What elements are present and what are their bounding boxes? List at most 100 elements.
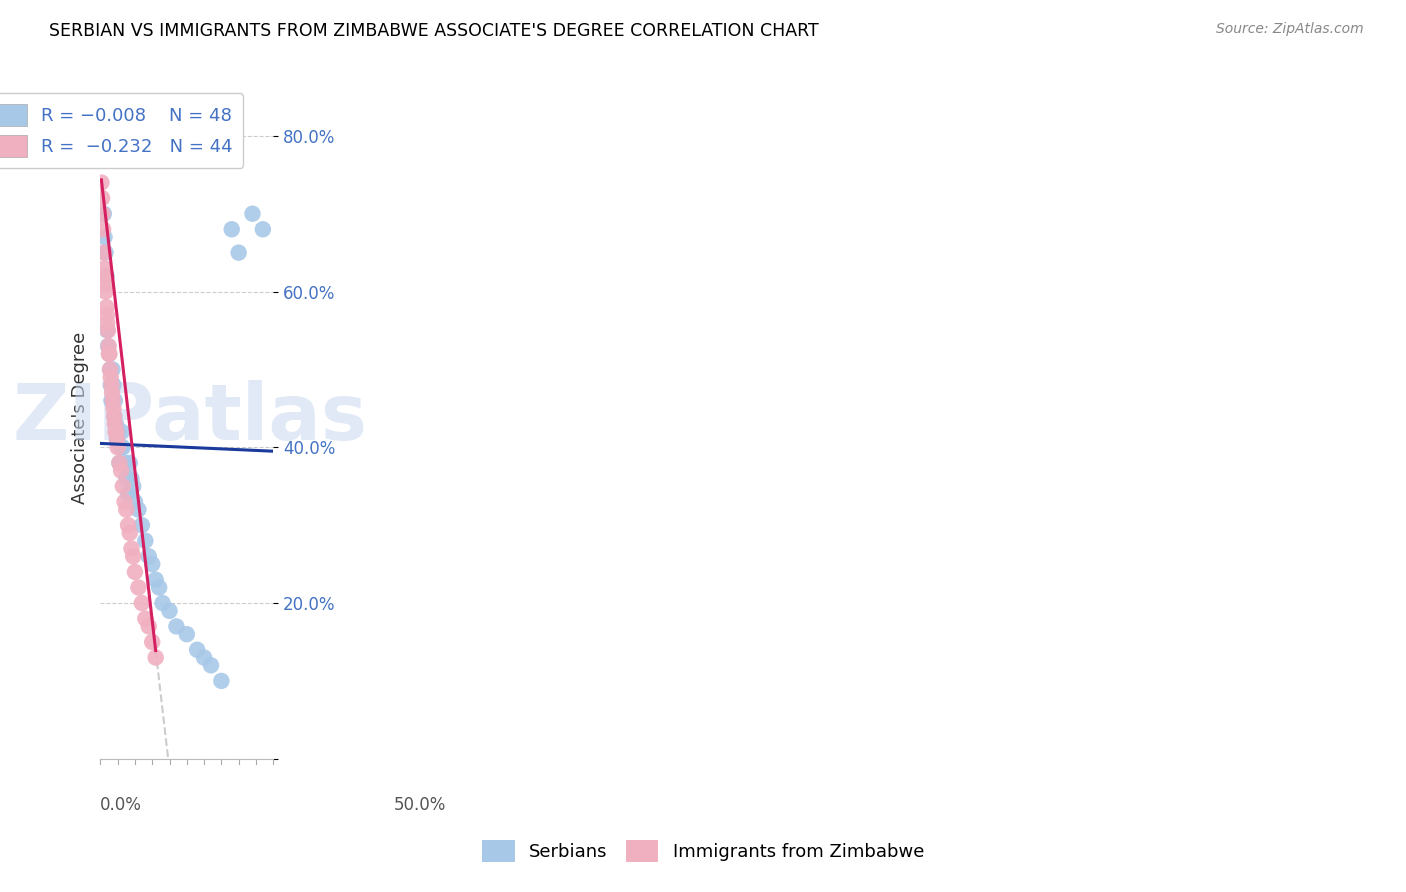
Point [127, 502, 149, 516]
Point [91, 222, 114, 236]
Point [100, 378, 122, 392]
Point [111, 440, 134, 454]
Point [134, 533, 156, 548]
Point [131, 518, 153, 533]
Point [115, 471, 138, 485]
Point [93, 230, 115, 244]
Point [104, 425, 127, 439]
Point [110, 464, 132, 478]
Point [91, 105, 114, 120]
Point [165, 619, 187, 633]
Point [105, 425, 128, 439]
Point [104, 417, 127, 431]
Point [105, 433, 128, 447]
Point [91, 207, 114, 221]
Point [114, 456, 136, 470]
Point [94, 245, 117, 260]
Point [98, 362, 121, 376]
Point [94, 285, 117, 299]
Point [96, 300, 118, 314]
Point [122, 479, 145, 493]
Legend: R = −0.008    N = 48, R =  −0.232   N = 44: R = −0.008 N = 48, R = −0.232 N = 44 [0, 94, 243, 168]
Point [118, 456, 141, 470]
Y-axis label: Associate's Degree: Associate's Degree [72, 332, 89, 504]
Point [159, 604, 181, 618]
Point [111, 479, 134, 493]
Text: SERBIAN VS IMMIGRANTS FROM ZIMBABWE ASSOCIATE'S DEGREE CORRELATION CHART: SERBIAN VS IMMIGRANTS FROM ZIMBABWE ASSO… [49, 22, 818, 40]
Point [145, 573, 167, 587]
Text: Source: ZipAtlas.com: Source: ZipAtlas.com [1216, 22, 1364, 37]
Point [115, 502, 138, 516]
Point [94, 268, 117, 283]
Point [90, 176, 112, 190]
Point [108, 456, 131, 470]
Point [101, 393, 124, 408]
Point [96, 316, 118, 330]
Point [111, 425, 134, 439]
Point [152, 596, 174, 610]
Point [221, 222, 243, 236]
Point [110, 440, 132, 454]
Point [148, 581, 170, 595]
Point [138, 549, 160, 564]
Point [93, 261, 115, 276]
Point [96, 268, 118, 283]
Point [228, 245, 250, 260]
Point [141, 635, 163, 649]
Point [93, 207, 115, 221]
Legend: Serbians, Immigrants from Zimbabwe: Serbians, Immigrants from Zimbabwe [475, 833, 931, 870]
Point [176, 627, 198, 641]
Point [193, 650, 215, 665]
Point [107, 440, 129, 454]
Point [100, 393, 122, 408]
Point [117, 487, 139, 501]
Point [101, 385, 124, 400]
Point [141, 557, 163, 571]
Point [103, 409, 125, 424]
Point [96, 324, 118, 338]
Point [114, 495, 136, 509]
Point [124, 565, 146, 579]
Point [100, 370, 122, 384]
Point [98, 362, 121, 376]
Point [145, 650, 167, 665]
Point [96, 308, 118, 322]
Point [103, 401, 125, 416]
Point [97, 339, 120, 353]
Point [105, 433, 128, 447]
Point [98, 347, 121, 361]
Point [98, 347, 121, 361]
Point [118, 525, 141, 540]
Point [252, 222, 274, 236]
Point [104, 417, 127, 431]
Point [103, 378, 125, 392]
Point [107, 425, 129, 439]
Point [117, 518, 139, 533]
Point [100, 378, 122, 392]
Point [97, 324, 120, 338]
Point [121, 541, 143, 556]
Point [97, 339, 120, 353]
Point [242, 207, 264, 221]
Point [121, 471, 143, 485]
Point [131, 596, 153, 610]
Point [122, 549, 145, 564]
Point [134, 612, 156, 626]
Point [104, 393, 127, 408]
Point [101, 362, 124, 376]
Point [94, 277, 117, 291]
Point [103, 409, 125, 424]
Point [124, 495, 146, 509]
Point [138, 619, 160, 633]
Point [200, 658, 222, 673]
Point [91, 191, 114, 205]
Point [209, 673, 232, 688]
Point [127, 581, 149, 595]
Point [93, 245, 115, 260]
Point [108, 456, 131, 470]
Point [98, 347, 121, 361]
Point [186, 642, 208, 657]
Text: ZIPatlas: ZIPatlas [13, 380, 368, 456]
Text: 50.0%: 50.0% [394, 797, 446, 814]
Text: 0.0%: 0.0% [100, 797, 142, 814]
